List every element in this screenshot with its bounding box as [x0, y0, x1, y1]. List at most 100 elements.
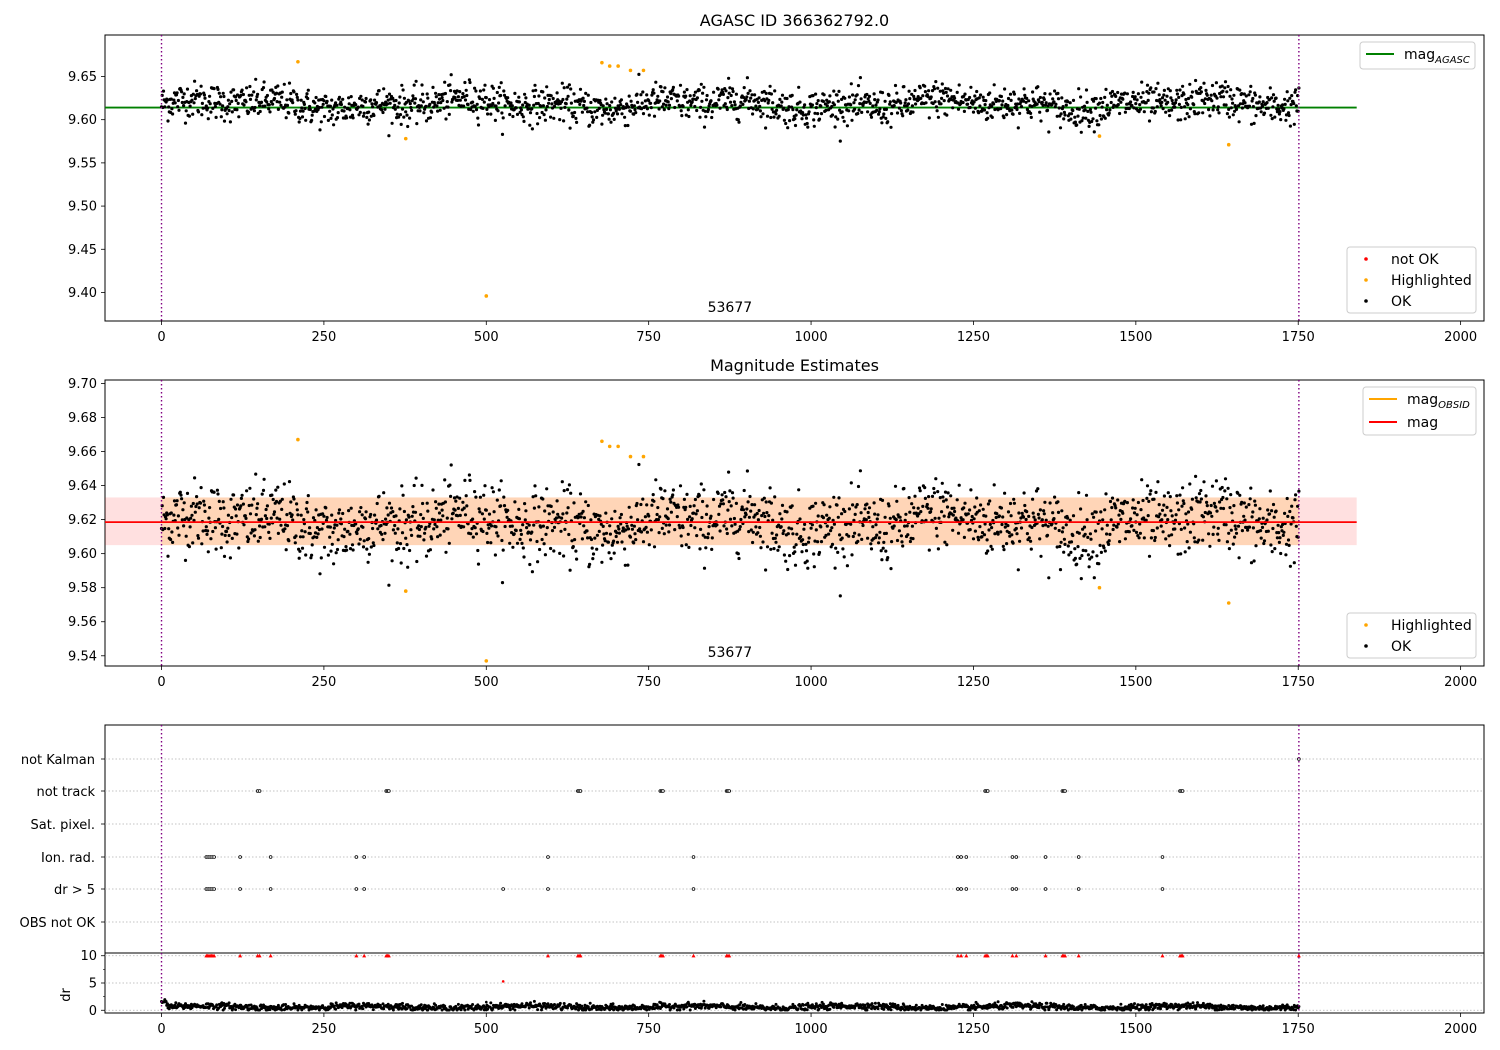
x-tick-label: 1750	[1282, 675, 1315, 690]
ok-point	[810, 103, 815, 107]
ok-point	[181, 508, 185, 512]
ok-point	[377, 89, 381, 93]
ok-point	[978, 104, 982, 108]
ok-point	[973, 94, 977, 98]
ok-point	[617, 107, 622, 111]
ok-point	[195, 495, 199, 499]
ok-point	[679, 534, 683, 538]
y-tick-label: 9.66	[68, 445, 97, 460]
ok-point	[521, 546, 525, 550]
ok-point	[1197, 111, 1201, 115]
ok-point	[1044, 101, 1048, 105]
ok-point	[641, 497, 645, 501]
highlighted-point	[641, 68, 646, 73]
ok-point	[390, 559, 394, 563]
y-tick-label: 9.58	[68, 581, 97, 596]
flag-marker	[1076, 887, 1081, 891]
ok-point	[604, 97, 608, 101]
y-tick-label: 9.65	[68, 70, 97, 85]
flag-marker	[1063, 789, 1067, 793]
ok-point	[969, 85, 973, 89]
ok-point	[190, 98, 194, 102]
ok-point	[843, 96, 847, 100]
ok-point	[470, 527, 474, 531]
ok-point	[607, 117, 611, 121]
dr-point	[268, 1008, 272, 1012]
ok-point	[541, 524, 546, 528]
y-tick-label: 9.55	[68, 156, 97, 171]
ok-point	[1060, 96, 1064, 100]
ok-point	[657, 531, 661, 535]
ok-point	[551, 96, 555, 101]
ok-point	[1138, 522, 1142, 526]
ok-point	[1173, 101, 1178, 105]
flag-marker	[1043, 855, 1048, 859]
ok-point	[247, 537, 251, 541]
ok-point	[748, 89, 752, 93]
ok-point	[585, 106, 589, 110]
ok-point	[557, 99, 561, 103]
ok-point	[851, 534, 855, 539]
ok-point	[986, 116, 990, 120]
ok-point	[748, 494, 752, 499]
ok-point	[280, 497, 284, 501]
ok-point	[946, 491, 950, 495]
ok-point	[434, 506, 438, 510]
ok-point	[561, 512, 565, 516]
ok-point	[1022, 491, 1026, 495]
ok-point	[604, 511, 608, 515]
ok-point	[415, 122, 419, 126]
ok-point	[876, 98, 880, 102]
flag-marker	[691, 887, 696, 891]
ok-point	[409, 105, 413, 110]
ok-point	[1269, 113, 1273, 117]
ok-point	[220, 108, 224, 112]
ok-point	[1001, 99, 1005, 103]
ok-point	[866, 110, 870, 114]
ok-point	[348, 108, 352, 112]
ok-point	[402, 509, 406, 514]
ok-point	[1087, 565, 1091, 569]
ok-point	[987, 106, 991, 110]
ok-point	[903, 518, 907, 523]
ok-point	[1229, 493, 1233, 497]
ok-point	[829, 529, 833, 533]
ok-point	[463, 478, 467, 482]
ok-point	[908, 510, 912, 514]
ok-point	[1260, 104, 1265, 108]
ok-point	[309, 556, 313, 560]
ok-point	[704, 98, 709, 102]
ok-point	[929, 95, 933, 99]
ok-point	[300, 106, 304, 110]
dr-point	[645, 1008, 649, 1012]
ok-point	[559, 529, 563, 533]
ok-point	[751, 530, 755, 534]
ok-point	[1062, 537, 1066, 541]
ok-point	[346, 529, 350, 533]
ok-point	[1105, 103, 1109, 107]
ok-point	[921, 94, 925, 98]
ok-point	[303, 530, 307, 534]
highlighted-point	[616, 64, 620, 68]
ok-point	[614, 534, 618, 539]
ok-point	[1039, 554, 1043, 558]
ok-point	[221, 91, 225, 95]
ok-point	[506, 96, 510, 100]
ok-point	[590, 546, 594, 550]
legend-label: mag	[1407, 415, 1438, 431]
ok-point	[927, 495, 931, 499]
ok-point	[1038, 537, 1042, 541]
ok-point	[935, 109, 939, 113]
ok-point	[217, 517, 221, 522]
ok-point	[1025, 532, 1029, 536]
ok-point	[1240, 500, 1244, 504]
ok-point	[990, 104, 994, 108]
ok-point	[182, 92, 186, 96]
ok-point	[422, 111, 426, 115]
ok-point	[532, 523, 536, 527]
ok-point	[1021, 99, 1026, 103]
ok-point	[1283, 97, 1287, 101]
ok-point	[702, 125, 707, 129]
ok-point	[293, 112, 297, 116]
ok-point	[1253, 499, 1257, 503]
